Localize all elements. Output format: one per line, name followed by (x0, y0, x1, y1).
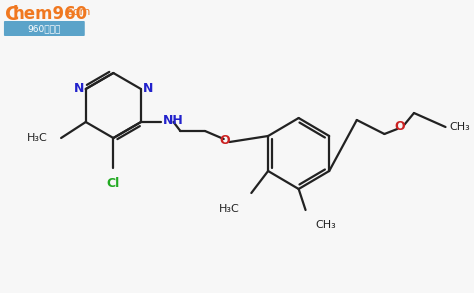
Text: 960化工网: 960化工网 (27, 24, 61, 33)
Text: H₃C: H₃C (219, 204, 239, 214)
FancyBboxPatch shape (4, 21, 85, 36)
Text: CH₃: CH₃ (315, 220, 336, 230)
Text: NH: NH (163, 115, 183, 127)
Text: Cl: Cl (107, 177, 120, 190)
Text: O: O (219, 134, 230, 146)
Text: CH₃: CH₃ (449, 122, 470, 132)
Text: O: O (394, 120, 404, 134)
Text: H₃C: H₃C (27, 133, 47, 143)
Text: N: N (73, 83, 84, 96)
Text: hem960: hem960 (13, 5, 88, 23)
Text: .com: .com (64, 7, 91, 17)
Text: C: C (5, 5, 19, 24)
Text: N: N (143, 83, 153, 96)
